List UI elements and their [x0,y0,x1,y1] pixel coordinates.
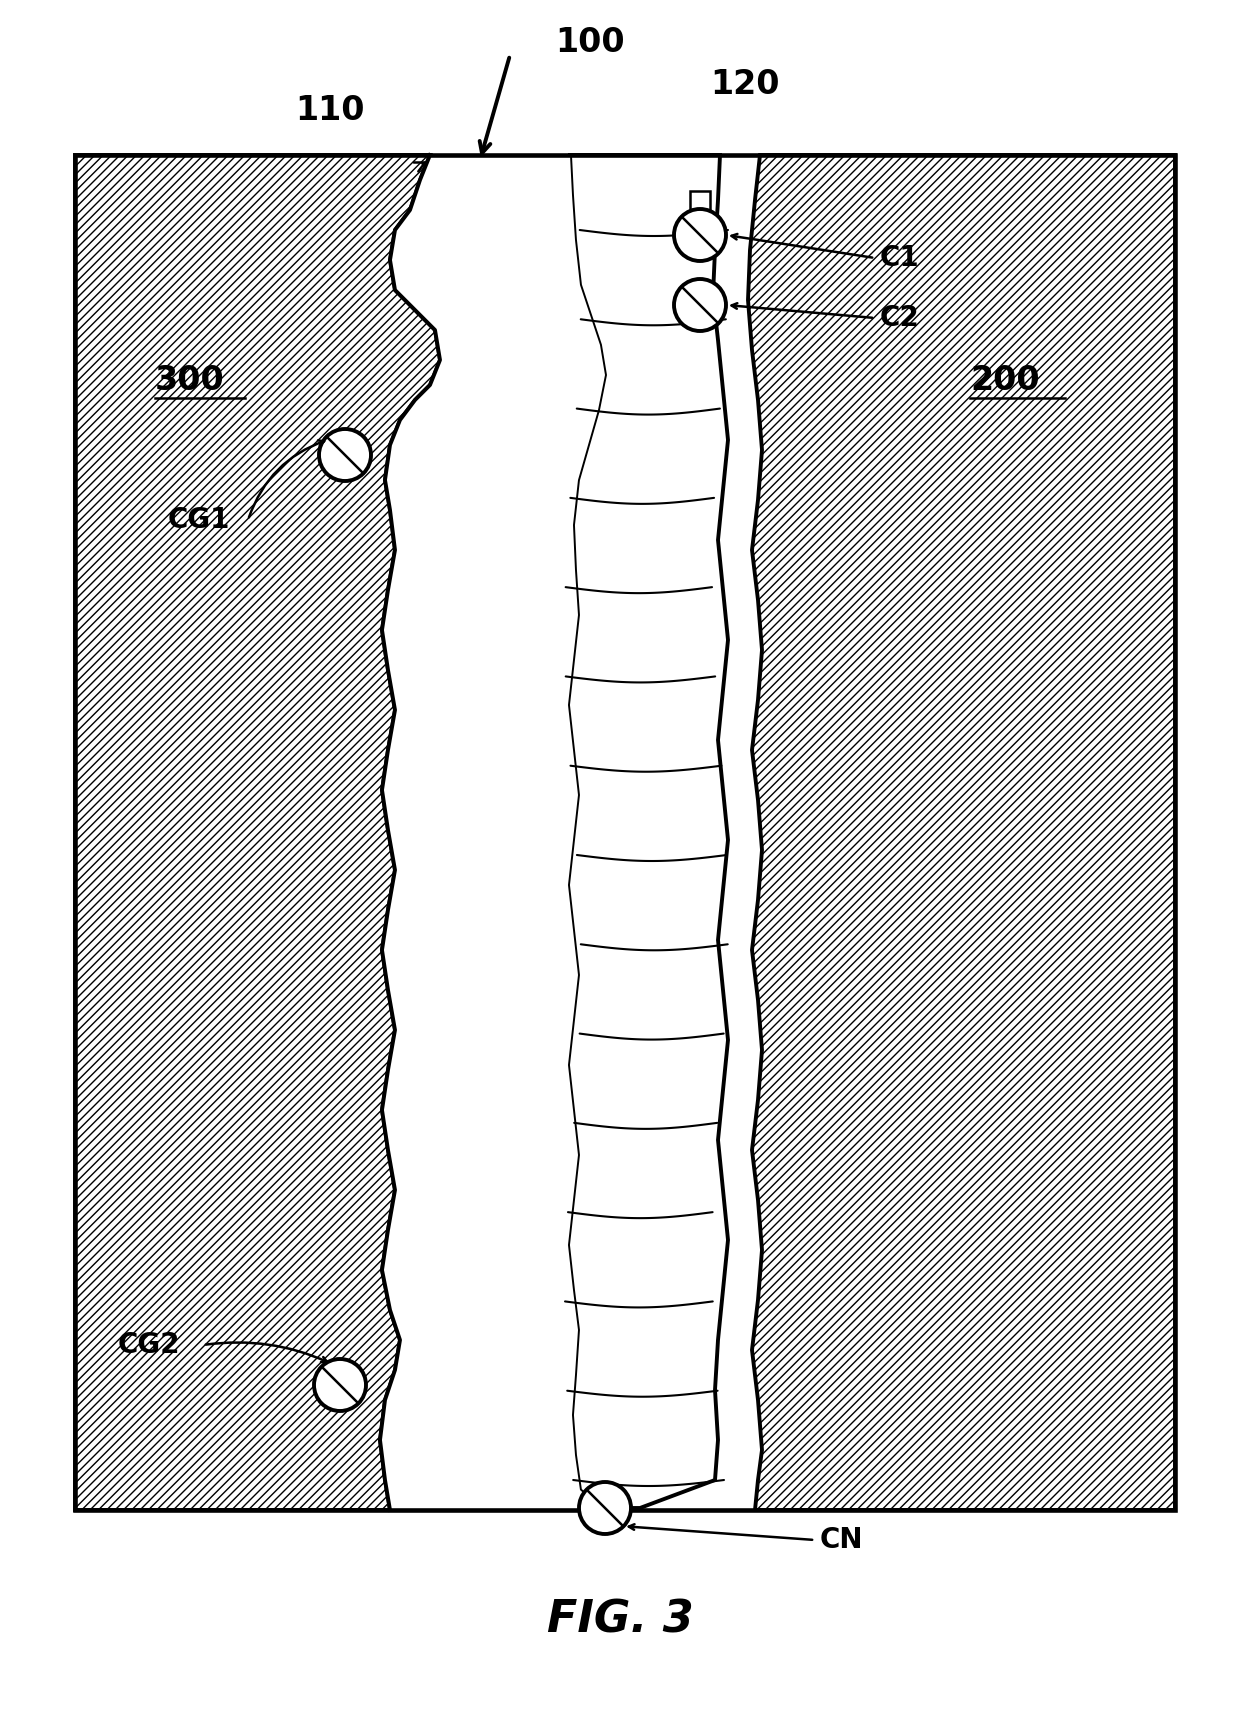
Bar [74,154,1176,1510]
Circle shape [314,1360,366,1412]
Text: C1: C1 [880,244,920,272]
Text: 100: 100 [556,26,625,59]
Text: CG1: CG1 [167,506,231,533]
Polygon shape [748,154,1176,1510]
Bar [689,191,711,211]
Text: 200: 200 [970,364,1039,397]
Text: CG2: CG2 [118,1330,181,1360]
Text: 120: 120 [711,69,780,102]
Circle shape [675,210,725,262]
Text: CN: CN [820,1526,863,1554]
Circle shape [319,430,371,481]
Polygon shape [379,154,605,1510]
Text: 300: 300 [155,364,224,397]
Text: 110: 110 [295,94,365,126]
Polygon shape [568,154,728,1509]
Circle shape [579,1483,631,1535]
Text: FIG. 3: FIG. 3 [547,1599,693,1642]
Text: C2: C2 [880,305,920,333]
Circle shape [675,279,725,331]
Polygon shape [74,154,440,1510]
